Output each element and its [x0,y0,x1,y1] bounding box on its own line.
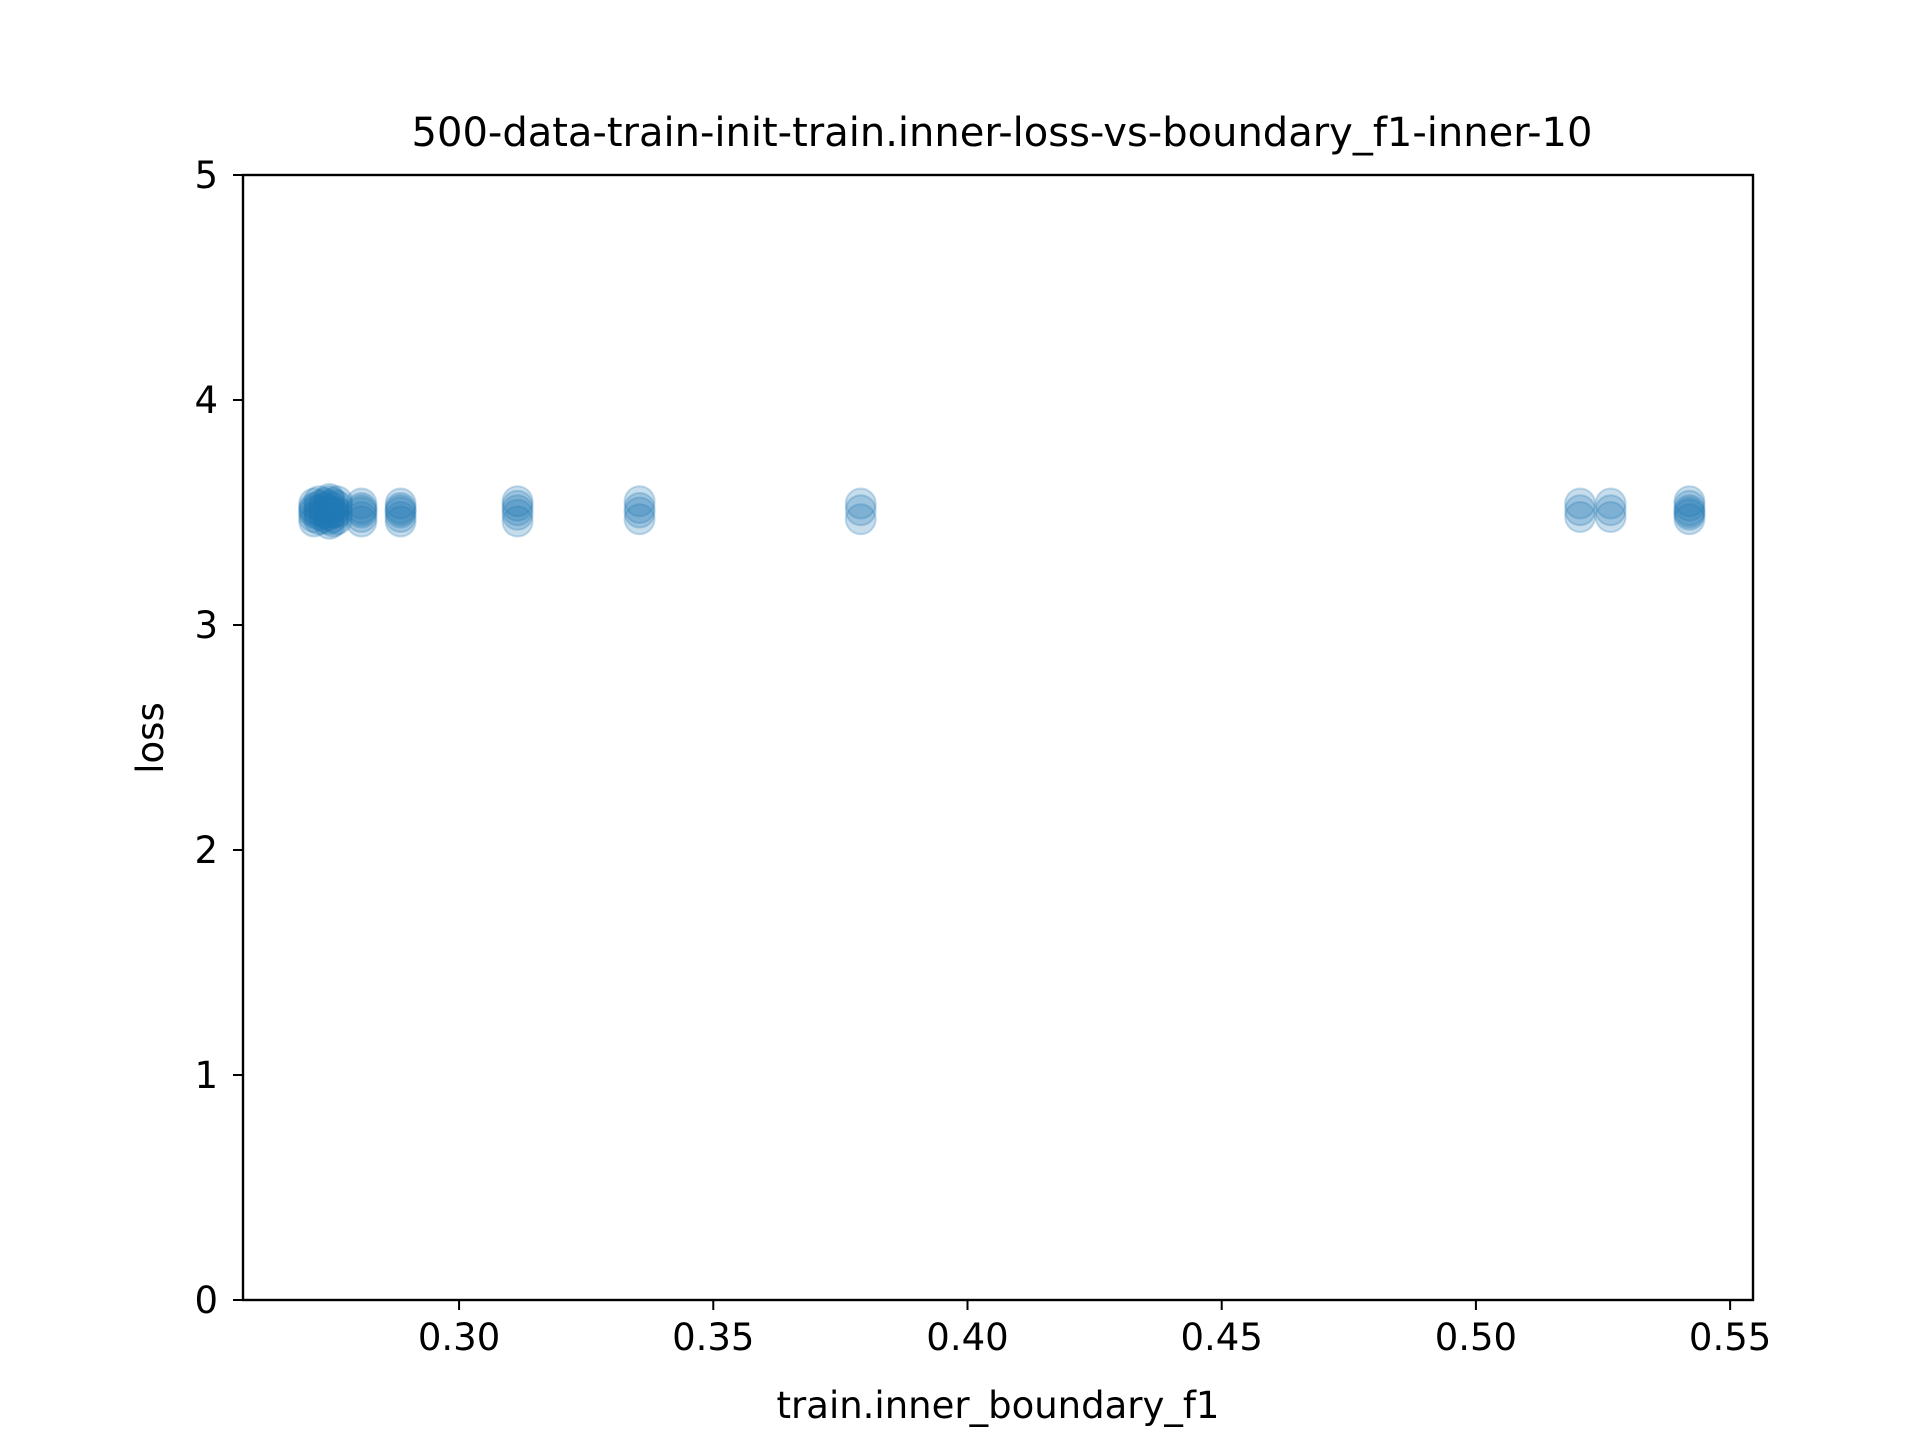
y-axis-label: loss [129,702,172,773]
y-tick-label: 0 [194,1279,218,1322]
data-point [313,483,346,515]
y-tick-label: 1 [194,1054,218,1097]
data-point [316,496,349,529]
data-point [384,494,417,527]
data-point [623,496,656,529]
data-point [298,496,331,529]
data-point [313,496,346,529]
data-point [303,494,336,527]
y-tick-label: 2 [194,829,218,872]
x-tick-label: 0.40 [926,1316,1008,1359]
data-point [623,503,656,536]
data-points [298,483,1706,540]
data-point [1564,501,1597,533]
plot-frame [241,173,1755,1302]
data-point [298,494,331,527]
data-point [345,496,378,529]
data-point [313,489,346,522]
x-tick-label: 0.55 [1689,1316,1771,1359]
data-point [298,501,331,533]
data-point [313,498,346,531]
data-point [844,487,877,520]
data-point [384,492,417,524]
data-point [501,489,534,522]
data-point [1673,503,1706,536]
data-point [308,487,341,520]
data-point [501,498,534,531]
data-point [1594,501,1627,533]
data-point [303,489,336,522]
data-point [316,505,349,538]
data-point [623,492,656,524]
data-point [1564,494,1597,527]
data-point [308,496,341,529]
y-tick-label: 5 [194,154,218,197]
data-point [345,501,378,533]
data-point [1673,498,1706,531]
data-point [501,505,534,538]
data-point [345,487,378,520]
data-point [308,501,341,533]
data-point [1673,496,1706,529]
data-point [1673,485,1706,518]
data-point [1673,494,1706,527]
data-point [313,494,346,527]
data-point [345,505,378,538]
data-point [316,501,349,533]
data-point [303,503,336,536]
data-point [316,492,349,524]
x-tick-label: 0.50 [1435,1316,1517,1359]
y-tick-label: 4 [194,379,218,422]
x-tick-label: 0.45 [1181,1316,1263,1359]
data-point [321,496,354,529]
data-point [844,503,877,536]
data-point [844,494,877,527]
data-point [1564,487,1597,520]
data-point [316,487,349,520]
data-point [321,489,354,522]
data-point [501,494,534,527]
data-point [316,496,349,529]
x-axis-ticks: 0.30 0.35 0.40 0.45 0.50 0.55 [418,1300,1771,1359]
data-point [298,492,331,524]
data-point [321,503,354,536]
x-axis-label: train.inner_boundary_f1 [777,1384,1220,1427]
data-point [345,494,378,527]
data-point [313,485,346,518]
data-point [623,485,656,518]
data-point [1673,489,1706,522]
data-point [1594,494,1627,527]
data-point [308,492,341,524]
y-axis-ticks: 0 1 2 3 4 5 [194,154,243,1322]
data-point [501,485,534,518]
y-tick-label: 3 [194,604,218,647]
data-point [313,507,346,540]
data-point [345,492,378,524]
data-point [298,487,331,520]
data-point [384,487,417,520]
data-point [313,503,346,536]
x-tick-label: 0.35 [672,1316,754,1359]
chart-title: 500-data-train-init-train.inner-loss-vs-… [412,110,1593,156]
x-tick-label: 0.30 [418,1316,500,1359]
data-point [1594,487,1627,520]
data-point [303,485,336,518]
data-point [384,501,417,533]
data-point [298,505,331,538]
data-point [321,485,354,518]
data-point [384,496,417,529]
data-point [303,498,336,531]
data-point [384,505,417,538]
